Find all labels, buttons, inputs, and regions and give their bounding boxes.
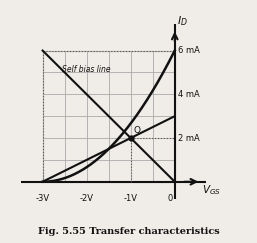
Text: 0: 0 <box>167 194 172 203</box>
Text: 4 mA: 4 mA <box>178 90 200 99</box>
Text: 6 mA: 6 mA <box>178 46 200 55</box>
Text: Q: Q <box>133 126 140 135</box>
Text: -1V: -1V <box>124 194 138 203</box>
Text: 2 mA: 2 mA <box>178 133 200 143</box>
Text: Self bias line: Self bias line <box>62 65 111 74</box>
Text: $V_{GS}$: $V_{GS}$ <box>202 184 221 197</box>
Text: -3V: -3V <box>35 194 50 203</box>
Text: $I_D$: $I_D$ <box>177 14 187 28</box>
Text: -2V: -2V <box>80 194 94 203</box>
Text: Fig. 5.55 Transfer characteristics: Fig. 5.55 Transfer characteristics <box>38 227 219 236</box>
